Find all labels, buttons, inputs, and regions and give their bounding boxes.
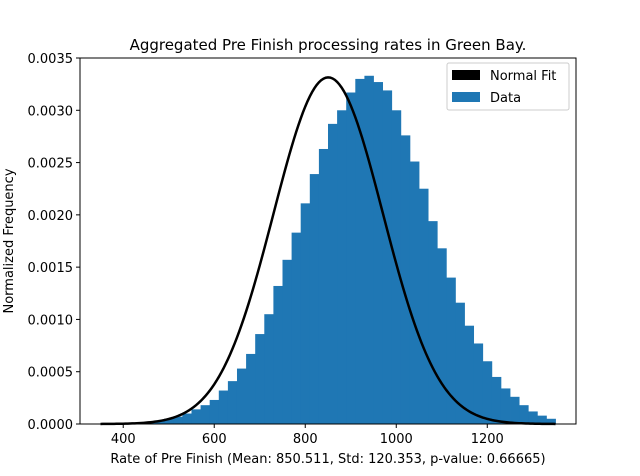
histogram-bar <box>218 390 229 424</box>
histogram-bar <box>264 314 274 424</box>
histogram-bar <box>437 248 447 424</box>
histogram-bar <box>382 90 393 424</box>
histogram-bar <box>209 399 220 424</box>
histogram-bar <box>255 334 265 424</box>
histogram-bar <box>346 92 356 424</box>
histogram-bar <box>473 343 484 424</box>
y-axis-ticks: 0.0000 0.0005 0.0010 0.0015 0.0020 0.0025 0.00… <box>28 52 80 433</box>
histogram-bar <box>164 418 174 424</box>
y-tick-label: 0.0000 <box>28 418 74 433</box>
histogram-bar <box>500 388 511 424</box>
histogram-bar <box>328 123 338 424</box>
histogram-bar <box>537 415 547 424</box>
y-tick-label: 0.0010 <box>28 313 74 328</box>
histogram-bar <box>300 203 311 424</box>
x-tick-label: 1000 <box>380 432 413 447</box>
histogram-bar <box>291 232 302 424</box>
y-tick-label: 0.0020 <box>28 209 74 224</box>
histogram-bar <box>546 418 556 424</box>
histogram-bar <box>337 110 347 425</box>
histogram-bar <box>282 259 292 424</box>
histogram-bar <box>528 411 538 424</box>
histogram-bar <box>519 405 529 424</box>
histogram-bar <box>419 188 429 424</box>
histogram-bar <box>482 361 493 424</box>
x-tick-label: 600 <box>202 432 227 447</box>
histogram-bar <box>400 135 411 424</box>
histogram-bar <box>491 376 502 424</box>
x-axis-ticks: 400 600 800 1000 1200 <box>111 424 504 447</box>
x-tick-label: 1200 <box>471 432 504 447</box>
plot-frame <box>79 57 577 425</box>
histogram-bars <box>127 75 556 425</box>
histogram-bar <box>373 82 384 425</box>
histogram-bar <box>355 78 365 425</box>
histogram-bar <box>464 325 475 424</box>
histogram-bar <box>446 277 456 424</box>
histogram-bar <box>173 416 183 424</box>
normal-fit-line <box>100 76 556 426</box>
legend: Normal Fit Data <box>446 62 570 111</box>
y-tick-label: 0.0005 <box>28 366 74 381</box>
legend-swatch-data <box>452 92 480 102</box>
x-tick-label: 400 <box>111 432 136 447</box>
histogram-bar <box>246 353 256 424</box>
histogram-bar <box>455 302 465 424</box>
histogram-bar <box>155 420 165 424</box>
histogram-bar <box>236 368 247 424</box>
histogram-bar <box>318 148 329 424</box>
histogram-bar <box>273 285 283 424</box>
histogram-bar <box>227 381 238 424</box>
histogram-bar <box>200 405 211 424</box>
histogram-bar <box>409 161 420 425</box>
y-tick-label: 0.0030 <box>28 104 74 119</box>
histogram-bar <box>364 75 374 424</box>
y-tick-label: 0.0015 <box>28 261 74 276</box>
histogram-bar <box>191 409 201 424</box>
x-tick-label: 800 <box>293 432 318 447</box>
y-tick-label: 0.0035 <box>28 52 74 67</box>
legend-swatch-normal-fit <box>452 70 480 80</box>
x-axis-title: Rate of Pre Finish (Mean: 850.511, Std: … <box>110 452 545 467</box>
y-axis-title: Normalized Frequency <box>2 168 17 313</box>
histogram-bar <box>428 221 438 424</box>
y-tick-label: 0.0025 <box>28 157 74 172</box>
histogram-bar <box>510 396 520 424</box>
histogram-bar <box>182 413 192 424</box>
legend-label-data: Data <box>490 91 521 106</box>
legend-label-normal-fit: Normal Fit <box>490 69 556 84</box>
histogram-bar <box>309 174 320 424</box>
chart-title: Aggregated Pre Finish processing rates i… <box>130 36 527 54</box>
